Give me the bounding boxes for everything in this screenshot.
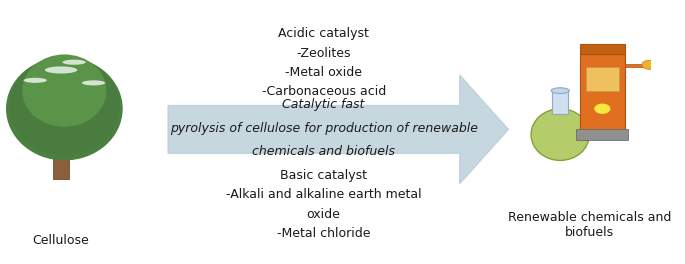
- Bar: [586, 67, 619, 91]
- Text: -Zeolites: -Zeolites: [297, 47, 351, 60]
- Ellipse shape: [595, 103, 610, 114]
- Text: Cellulose: Cellulose: [33, 234, 90, 247]
- Ellipse shape: [22, 54, 106, 127]
- Bar: [580, 44, 625, 54]
- Bar: [53, 142, 69, 178]
- Ellipse shape: [62, 60, 86, 65]
- Ellipse shape: [45, 67, 77, 74]
- Ellipse shape: [531, 109, 589, 161]
- Text: -Alkali and alkaline earth metal: -Alkali and alkaline earth metal: [226, 188, 421, 201]
- Bar: [580, 54, 625, 132]
- Text: pyrolysis of cellulose for production of renewable: pyrolysis of cellulose for production of…: [170, 122, 477, 135]
- Text: -Carbonaceous acid: -Carbonaceous acid: [262, 86, 386, 98]
- Text: Acidic catalyst: Acidic catalyst: [278, 27, 369, 40]
- Polygon shape: [168, 75, 508, 184]
- Ellipse shape: [82, 80, 105, 86]
- Text: Basic catalyst: Basic catalyst: [280, 169, 367, 182]
- Ellipse shape: [551, 88, 569, 93]
- Text: Renewable chemicals and
biofuels: Renewable chemicals and biofuels: [508, 211, 671, 239]
- Ellipse shape: [10, 57, 119, 155]
- Ellipse shape: [18, 75, 111, 158]
- Ellipse shape: [23, 78, 47, 83]
- Ellipse shape: [6, 57, 123, 161]
- Bar: [576, 129, 628, 140]
- Text: oxide: oxide: [307, 208, 340, 220]
- Bar: [625, 64, 645, 67]
- Text: chemicals and biofuels: chemicals and biofuels: [252, 145, 395, 158]
- Text: Catalytic fast: Catalytic fast: [282, 98, 365, 111]
- Text: -Metal chloride: -Metal chloride: [277, 227, 371, 240]
- Text: -Metal oxide: -Metal oxide: [285, 66, 362, 79]
- Ellipse shape: [642, 60, 656, 69]
- Bar: [552, 91, 568, 114]
